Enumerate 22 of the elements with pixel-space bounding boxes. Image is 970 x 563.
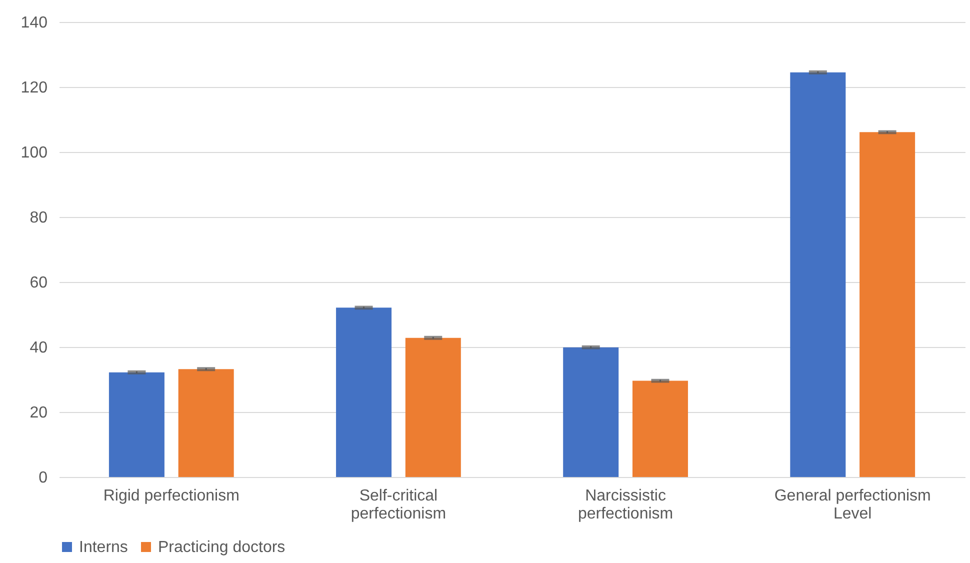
x-tick-label: General perfectionism Level xyxy=(774,488,931,522)
legend-label: Practicing doctors xyxy=(158,539,286,556)
x-tick-label: Self-critical perfectionism xyxy=(350,488,446,522)
bar xyxy=(860,132,916,477)
bar xyxy=(336,308,392,477)
bar xyxy=(178,369,234,477)
y-tick-label: 140 xyxy=(20,14,48,32)
x-tick-label: Narcissistic perfectionism xyxy=(578,488,674,522)
bar xyxy=(108,372,164,477)
y-tick-label: 120 xyxy=(20,80,48,96)
bar xyxy=(790,72,846,477)
y-tick-label: 0 xyxy=(38,470,48,486)
legend-label: Interns xyxy=(79,539,128,556)
bar xyxy=(405,338,461,477)
y-tick-label: 40 xyxy=(30,340,48,356)
y-tick-label: 80 xyxy=(30,210,48,226)
y-tick-label: 60 xyxy=(30,274,48,292)
y-tick-label: 100 xyxy=(20,144,48,162)
y-tick-label: 20 xyxy=(30,404,48,422)
x-tick-label: Rigid perfectionism xyxy=(103,488,240,504)
bar xyxy=(632,380,688,477)
bar xyxy=(563,347,619,477)
